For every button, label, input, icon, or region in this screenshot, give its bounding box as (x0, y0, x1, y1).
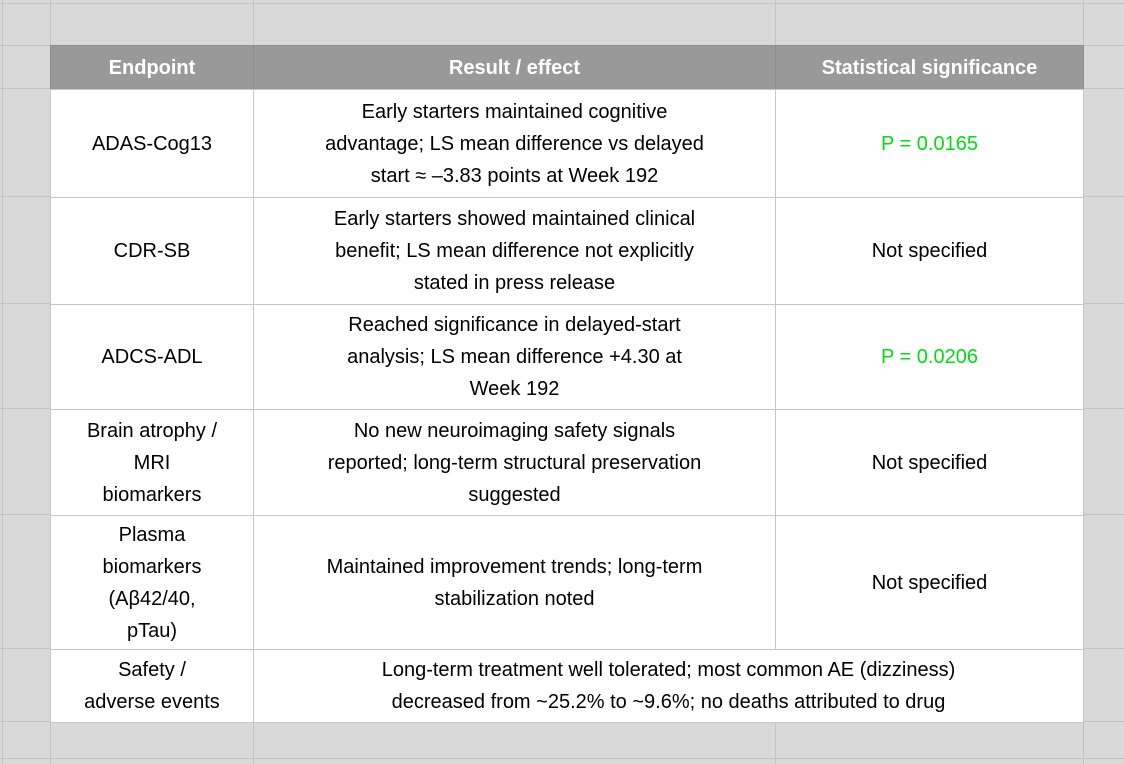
table-body: ADAS-Cog13 Early starters maintained cogn… (50, 89, 1084, 723)
gridline (2, 0, 3, 764)
cell-result[interactable]: Long-term treatment well tolerated; most… (253, 649, 1084, 723)
table-row: CDR-SB Early starters showed maintained c… (50, 197, 1084, 305)
cell-endpoint[interactable]: Brain atrophy / MRI biomarkers (50, 409, 254, 516)
cell-result[interactable]: Early starters maintained cognitive adva… (253, 89, 776, 198)
cell-result[interactable]: Reached significance in delayed-start an… (253, 304, 776, 410)
cell-endpoint[interactable]: Plasma biomarkers (Aβ42/40, pTau) (50, 515, 254, 650)
results-table: Endpoint Result / effect Statistical sig… (50, 45, 1084, 723)
cell-significance[interactable]: Not specified (775, 515, 1084, 650)
cell-endpoint[interactable]: Safety / adverse events (50, 649, 254, 723)
table-row: Plasma biomarkers (Aβ42/40, pTau) Maintai… (50, 515, 1084, 650)
header-result-effect[interactable]: Result / effect (253, 45, 776, 90)
cell-endpoint[interactable]: CDR-SB (50, 197, 254, 305)
table-header-row: Endpoint Result / effect Statistical sig… (50, 45, 1084, 90)
cell-result[interactable]: No new neuroimaging safety signals repor… (253, 409, 776, 516)
cell-significance[interactable]: Not specified (775, 197, 1084, 305)
cell-result[interactable]: Early starters showed maintained clinica… (253, 197, 776, 305)
gridline (0, 3, 1124, 4)
header-statistical-significance[interactable]: Statistical significance (775, 45, 1084, 90)
table-row: Safety / adverse events Long-term treatme… (50, 649, 1084, 723)
cell-endpoint[interactable]: ADAS-Cog13 (50, 89, 254, 198)
header-endpoint[interactable]: Endpoint (50, 45, 254, 90)
gridline (0, 758, 1124, 759)
table-row: ADAS-Cog13 Early starters maintained cogn… (50, 89, 1084, 198)
cell-significance[interactable]: P = 0.0165 (775, 89, 1084, 198)
cell-result[interactable]: Maintained improvement trends; long-term… (253, 515, 776, 650)
cell-significance[interactable]: Not specified (775, 409, 1084, 516)
cell-endpoint[interactable]: ADCS-ADL (50, 304, 254, 410)
cell-significance[interactable]: P = 0.0206 (775, 304, 1084, 410)
table-row: ADCS-ADL Reached significance in delayed-… (50, 304, 1084, 410)
table-row: Brain atrophy / MRI biomarkers No new neu… (50, 409, 1084, 516)
